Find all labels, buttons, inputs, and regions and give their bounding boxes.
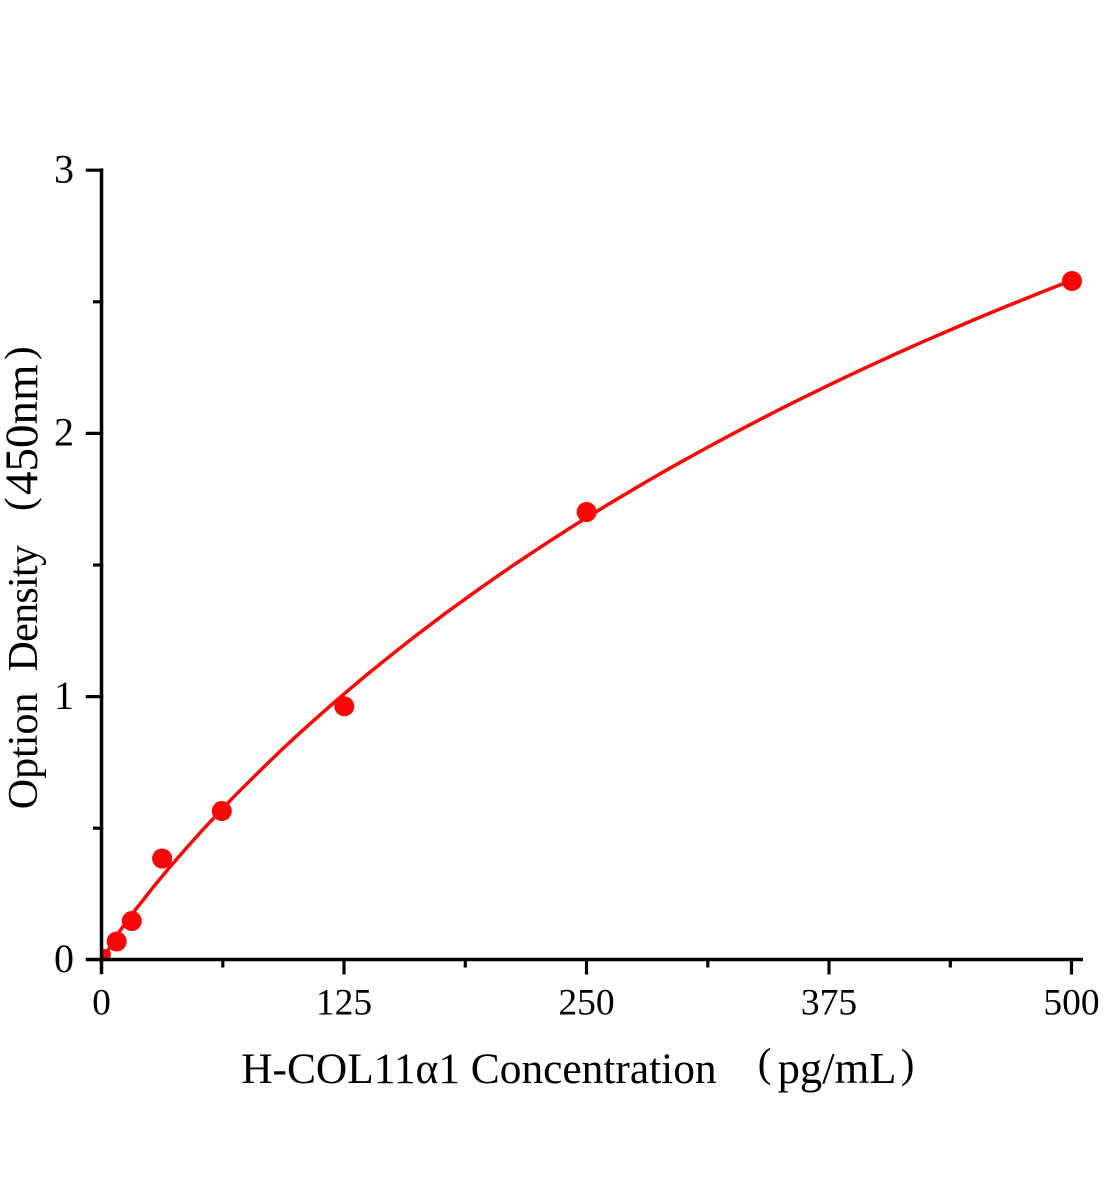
svg-text:Option: Option bbox=[1, 693, 47, 810]
svg-text:250: 250 bbox=[558, 983, 614, 1024]
svg-text:0: 0 bbox=[92, 983, 111, 1024]
svg-text:): ) bbox=[0, 346, 42, 360]
svg-text:(: ( bbox=[758, 1039, 772, 1085]
svg-text:): ) bbox=[901, 1040, 915, 1086]
svg-text:450nm: 450nm bbox=[0, 364, 48, 495]
svg-text:2: 2 bbox=[54, 410, 74, 455]
svg-text:125: 125 bbox=[316, 983, 372, 1024]
svg-text:500: 500 bbox=[1043, 983, 1099, 1024]
svg-text:pg/mL: pg/mL bbox=[778, 1043, 897, 1093]
svg-text:0: 0 bbox=[54, 936, 74, 981]
svg-text:375: 375 bbox=[801, 983, 857, 1024]
svg-text:1: 1 bbox=[54, 673, 74, 718]
svg-text:Density: Density bbox=[1, 545, 47, 671]
svg-text:H-COL11α1 Concentration: H-COL11α1 Concentration bbox=[241, 1045, 717, 1093]
svg-text:3: 3 bbox=[54, 147, 74, 192]
svg-text:(: ( bbox=[0, 497, 42, 511]
